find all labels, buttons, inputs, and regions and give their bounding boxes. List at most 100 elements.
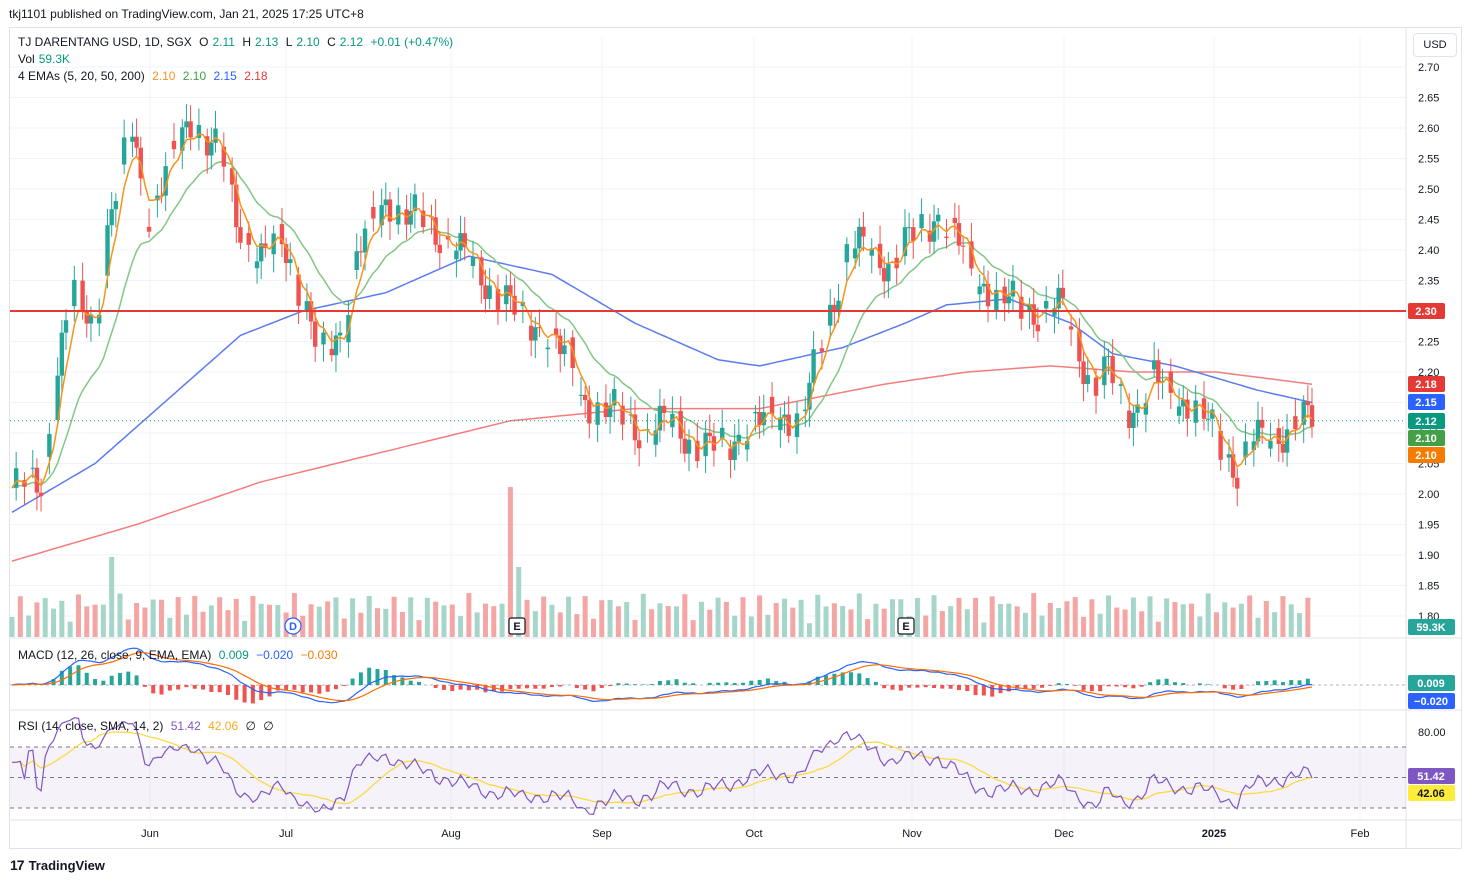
candle-body xyxy=(636,440,642,449)
candle-body xyxy=(479,257,484,286)
macd-histogram-bar xyxy=(51,679,56,685)
candle-body xyxy=(969,241,974,269)
volume-bar xyxy=(150,599,156,637)
candle-body xyxy=(1019,296,1024,319)
volume-bar xyxy=(408,597,414,637)
candle-body xyxy=(902,227,908,257)
volume-bar xyxy=(416,620,422,637)
macd-histogram-bar xyxy=(633,684,638,685)
candle-body xyxy=(134,136,139,148)
candle-body xyxy=(981,283,987,287)
volume-bar xyxy=(624,602,630,637)
macd-histogram-bar xyxy=(367,667,372,685)
candle-body xyxy=(97,314,102,324)
macd-histogram-bar xyxy=(691,683,696,685)
candle-body xyxy=(354,251,359,270)
candle-body xyxy=(1193,400,1198,423)
candle-body xyxy=(487,285,492,300)
volume-bar xyxy=(723,601,729,637)
volume-bar xyxy=(698,601,704,637)
macd-histogram-bar xyxy=(857,673,862,685)
volume-bar xyxy=(34,602,40,637)
candle-body xyxy=(508,285,513,296)
volume-bar xyxy=(1056,608,1062,637)
candle-body xyxy=(911,227,916,241)
rsi-line xyxy=(12,717,1313,816)
currency-button[interactable]: USD xyxy=(1413,33,1457,57)
volume-bar xyxy=(1189,603,1195,637)
volume-bar xyxy=(1147,596,1153,637)
candle-body xyxy=(1309,405,1315,427)
macd-histogram-bar xyxy=(300,685,305,693)
time-tick-label: Oct xyxy=(745,828,762,840)
macd-histogram-bar xyxy=(915,685,920,688)
macd-histogram-bar xyxy=(1206,684,1211,685)
candle-body xyxy=(869,248,874,256)
candle-body xyxy=(288,259,293,264)
rsi-legend: RSI (14, close, SMA, 14, 2) 51.42 42.06 … xyxy=(18,719,274,733)
volume-bar xyxy=(225,610,231,637)
tradingview-logo[interactable]: 17 TradingView xyxy=(10,857,105,873)
time-tick-label: Sep xyxy=(592,828,612,840)
candle-body xyxy=(807,382,812,410)
macd-histogram-bar xyxy=(757,679,762,685)
price-label-badge xyxy=(1408,394,1445,410)
candle-body xyxy=(279,224,285,245)
macd-histogram-bar xyxy=(1172,682,1177,685)
macd-histogram-bar xyxy=(201,685,206,690)
event-marker-label: E xyxy=(902,621,909,633)
volume-bar xyxy=(1014,606,1020,637)
volume-bar xyxy=(632,619,638,637)
time-tick-label: 2025 xyxy=(1202,828,1226,840)
ema50-line xyxy=(11,255,1313,513)
volume-bar xyxy=(391,596,397,637)
macd-histogram-bar xyxy=(591,685,596,692)
macd-label-text: 0.009 xyxy=(1417,678,1445,690)
volume-bar xyxy=(51,608,57,637)
volume-bar xyxy=(267,604,273,637)
candle-body xyxy=(333,335,339,356)
candle-body xyxy=(88,314,94,324)
volume-bar xyxy=(790,607,796,637)
candle-body xyxy=(994,289,999,312)
volume-bar xyxy=(308,604,314,637)
time-tick-label: Dec xyxy=(1054,828,1074,840)
macd-histogram-bar xyxy=(973,685,978,696)
macd-histogram-bar xyxy=(358,672,363,685)
volume-bar xyxy=(1122,609,1128,637)
volume-bar xyxy=(856,593,862,637)
volume-bar xyxy=(250,595,256,637)
macd-histogram-bar xyxy=(1148,682,1153,685)
candle-body xyxy=(420,210,426,228)
macd-histogram-bar xyxy=(1297,680,1302,685)
price-label-text: 2.18 xyxy=(1415,379,1436,391)
volume-bar xyxy=(831,603,837,637)
volume-bar xyxy=(1288,604,1294,637)
symbol-label[interactable]: TJ DARENTANG USD, 1D, SGX xyxy=(18,35,192,49)
candle-body xyxy=(1276,428,1281,444)
volume-bar xyxy=(424,597,430,637)
volume-bar xyxy=(125,619,131,637)
candle-body xyxy=(379,205,384,226)
candle-body xyxy=(1268,440,1273,449)
ema20-line xyxy=(11,161,1312,489)
macd-histogram-bar xyxy=(740,682,745,685)
candle-body xyxy=(786,414,791,436)
candle-body xyxy=(1151,360,1157,370)
volume-bar xyxy=(167,617,173,637)
volume-bar xyxy=(316,606,322,637)
macd-line xyxy=(11,647,1313,704)
candle-body xyxy=(312,321,318,347)
candle-body xyxy=(1077,331,1082,362)
volume-bar xyxy=(67,621,73,637)
candle-body xyxy=(205,136,210,156)
candle-body xyxy=(803,409,808,412)
macd-histogram-bar xyxy=(1164,678,1169,685)
candle-body xyxy=(1081,361,1086,384)
macd-histogram-bar xyxy=(259,685,264,701)
candle-body xyxy=(769,396,775,415)
volume-bar xyxy=(757,595,763,637)
candle-body xyxy=(857,226,862,249)
